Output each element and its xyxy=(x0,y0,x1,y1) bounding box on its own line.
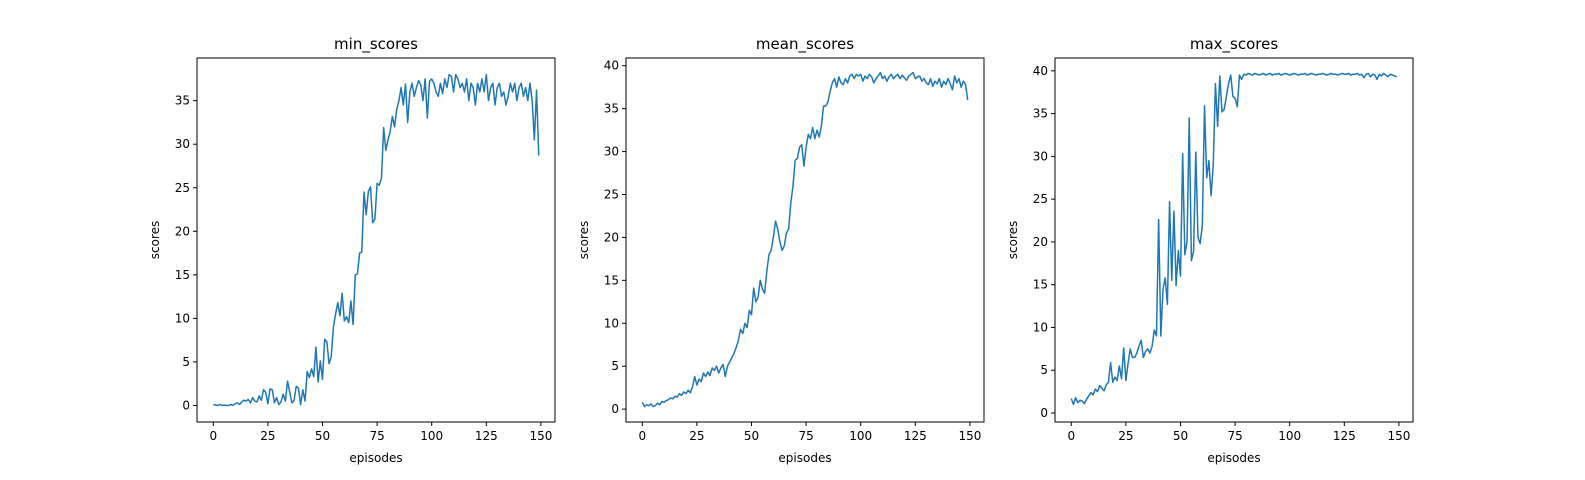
y-tick-label: 15 xyxy=(175,268,190,282)
x-tick-label: 50 xyxy=(315,429,330,443)
y-tick-label: 30 xyxy=(604,145,619,159)
y-tick-label: 5 xyxy=(1040,363,1048,377)
y-tick-label: 5 xyxy=(611,359,619,373)
y-tick-label: 25 xyxy=(1033,192,1048,206)
y-tick-label: 0 xyxy=(611,402,619,416)
x-tick-label: 0 xyxy=(209,429,217,443)
y-tick-label: 10 xyxy=(175,311,190,325)
y-tick-label: 40 xyxy=(604,59,619,73)
x-tick-label: 50 xyxy=(744,429,759,443)
data-line xyxy=(641,71,969,408)
y-tick-label: 40 xyxy=(1033,64,1048,78)
x-tick-label: 25 xyxy=(1118,429,1133,443)
y-tick-label: 35 xyxy=(175,94,190,108)
x-tick-label: 100 xyxy=(849,429,872,443)
x-tick-label: 125 xyxy=(475,429,498,443)
y-tick-label: 0 xyxy=(1040,406,1048,420)
y-tick-label: 30 xyxy=(1033,149,1048,163)
x-axis-label: episodes xyxy=(778,451,831,465)
y-axis-label: scores xyxy=(577,221,591,260)
y-tick-label: 10 xyxy=(604,316,619,330)
axes-frame xyxy=(1054,57,1414,423)
data-line xyxy=(1070,72,1398,406)
y-tick-label: 25 xyxy=(604,188,619,202)
x-tick-label: 0 xyxy=(638,429,646,443)
y-axis-label: scores xyxy=(148,221,162,260)
y-tick-label: 20 xyxy=(1033,235,1048,249)
x-tick-label: 150 xyxy=(529,429,552,443)
y-tick-label: 15 xyxy=(1033,278,1048,292)
y-tick-label: 30 xyxy=(175,137,190,151)
y-tick-label: 10 xyxy=(1033,320,1048,334)
y-tick-label: 25 xyxy=(175,181,190,195)
x-tick-label: 75 xyxy=(1227,429,1242,443)
x-axis-label: episodes xyxy=(349,451,402,465)
y-tick-label: 20 xyxy=(604,230,619,244)
y-tick-label: 5 xyxy=(182,355,190,369)
data-line xyxy=(213,73,540,407)
x-tick-label: 150 xyxy=(958,429,981,443)
axes-frame xyxy=(196,57,556,423)
y-tick-label: 15 xyxy=(604,273,619,287)
y-tick-label: 0 xyxy=(182,398,190,412)
y-axis-label: scores xyxy=(1006,221,1020,260)
x-tick-label: 25 xyxy=(689,429,704,443)
x-tick-label: 75 xyxy=(798,429,813,443)
x-tick-label: 25 xyxy=(260,429,275,443)
x-tick-label: 0 xyxy=(1067,429,1075,443)
chart-title: max_scores xyxy=(1190,35,1278,54)
x-tick-label: 100 xyxy=(1278,429,1301,443)
x-tick-label: 50 xyxy=(1173,429,1188,443)
axes-frame xyxy=(625,57,985,423)
x-axis-label: episodes xyxy=(1207,451,1260,465)
chart-title: mean_scores xyxy=(756,35,854,54)
chart-title: min_scores xyxy=(334,35,418,54)
y-tick-label: 35 xyxy=(604,102,619,116)
y-tick-label: 35 xyxy=(1033,107,1048,121)
x-tick-label: 100 xyxy=(420,429,443,443)
x-tick-label: 125 xyxy=(1333,429,1356,443)
x-tick-label: 150 xyxy=(1387,429,1410,443)
y-tick-label: 20 xyxy=(175,224,190,238)
x-tick-label: 75 xyxy=(369,429,384,443)
x-tick-label: 125 xyxy=(904,429,927,443)
